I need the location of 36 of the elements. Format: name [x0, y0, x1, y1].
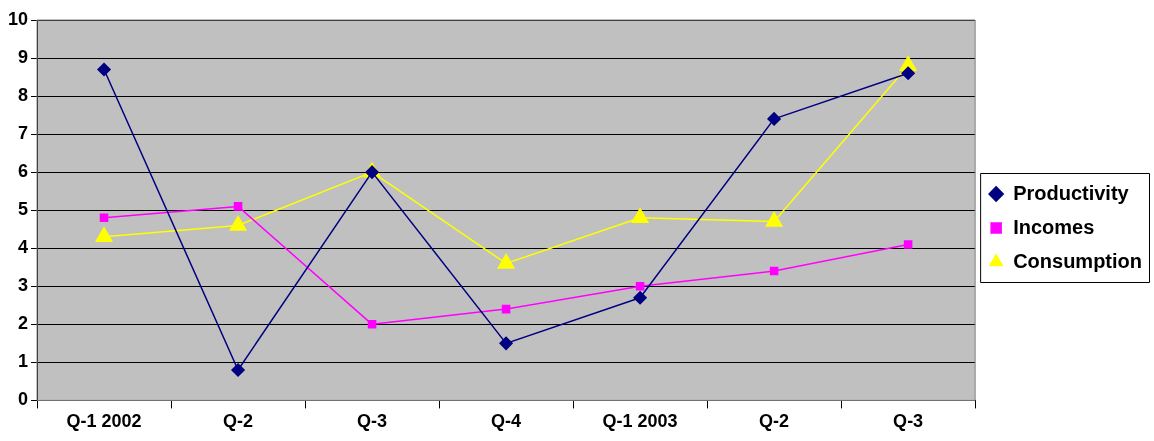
- x-tick-label: Q-2: [759, 411, 790, 432]
- point: [633, 290, 647, 305]
- legend-label: Consumption: [1013, 249, 1143, 272]
- y-tick-label: 3: [18, 275, 29, 296]
- point: [95, 227, 113, 243]
- x-tick-label: Q-1 2003: [602, 411, 678, 432]
- legend-label: Productivity: [1013, 181, 1130, 204]
- y-tick-label: 8: [18, 85, 29, 106]
- point: [367, 320, 377, 329]
- y-tick-label: 0: [18, 389, 29, 410]
- point: [501, 304, 511, 314]
- y-tick-label: 5: [18, 199, 29, 220]
- point: [901, 66, 915, 81]
- legend-label: Incomes: [1013, 215, 1095, 238]
- y-tick-label: 2: [18, 313, 29, 334]
- x-tick-label: Q-3: [357, 411, 388, 432]
- y-tick-label: 10: [7, 8, 29, 29]
- y-tick-label: 4: [18, 237, 29, 258]
- x-tick-label: Q-4: [491, 411, 522, 432]
- point: [233, 202, 243, 211]
- point: [231, 363, 245, 377]
- point: [631, 208, 649, 224]
- point: [903, 240, 913, 249]
- y-tick-label: 6: [18, 161, 29, 182]
- point: [499, 336, 513, 351]
- point: [635, 281, 645, 291]
- x-tick-label: Q-1 2002: [66, 411, 142, 432]
- x-tick-label: Q-3: [893, 411, 924, 432]
- point: [767, 112, 781, 126]
- y-tick-label: 9: [18, 47, 29, 68]
- point: [99, 213, 109, 223]
- point: [97, 62, 111, 77]
- point: [769, 266, 779, 276]
- y-tick-label: 1: [18, 351, 29, 372]
- y-tick-label: 7: [18, 123, 29, 144]
- x-tick-label: Q-2: [223, 411, 254, 432]
